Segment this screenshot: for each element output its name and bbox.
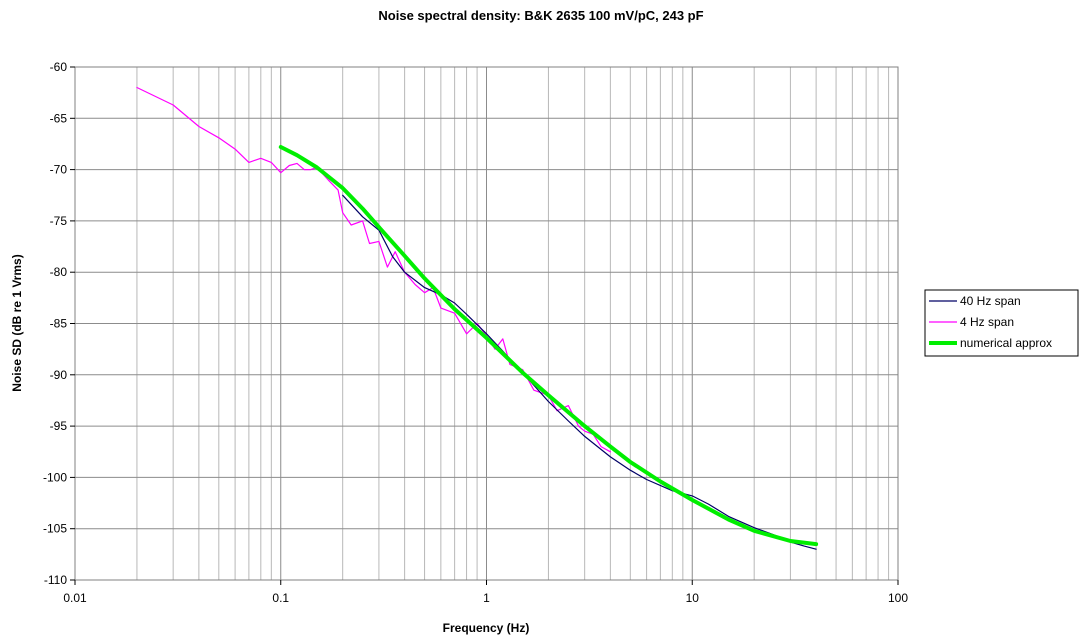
x-tick-label: 0.1	[272, 591, 289, 605]
y-tick-label: -100	[43, 470, 67, 484]
chart-title: Noise spectral density: B&K 2635 100 mV/…	[378, 8, 703, 23]
y-tick-label: -70	[50, 163, 68, 177]
legend-label: numerical approx	[960, 336, 1052, 350]
series-layer	[136, 86, 819, 550]
y-tick-label: -85	[50, 317, 68, 331]
legend: 40 Hz span 4 Hz span numerical approx	[924, 289, 1079, 357]
x-axis-ticks: 0.01 0.1 1 10 100	[63, 580, 908, 605]
y-tick-label: -60	[50, 60, 68, 74]
x-tick-label: 100	[888, 591, 908, 605]
y-tick-label: -90	[50, 368, 68, 382]
legend-label: 4 Hz span	[960, 315, 1014, 329]
legend-items: 40 Hz span 4 Hz span numerical approx	[929, 294, 1052, 350]
y-tick-label: -80	[50, 265, 68, 279]
y-tick-label: -110	[44, 573, 67, 587]
y-axis-ticks: -60 -65 -70 -75 -80 -85 -90 -95 -100 -105 -110	[43, 60, 75, 587]
x-axis-title: Frequency (Hz)	[443, 621, 530, 635]
y-tick-label: -65	[50, 111, 68, 125]
y-tick-label: -95	[50, 419, 68, 433]
legend-label: 40 Hz span	[960, 294, 1021, 308]
x-tick-label: 0.01	[63, 591, 87, 605]
x-tick-label: 1	[483, 591, 490, 605]
series-line-2	[278, 145, 819, 547]
y-tick-label: -75	[50, 214, 68, 228]
series-line-0	[342, 194, 817, 550]
x-tick-label: 10	[686, 591, 700, 605]
y-axis-title: Noise SD (dB re 1 Vrms)	[10, 254, 24, 391]
y-tick-label: -105	[43, 522, 67, 536]
